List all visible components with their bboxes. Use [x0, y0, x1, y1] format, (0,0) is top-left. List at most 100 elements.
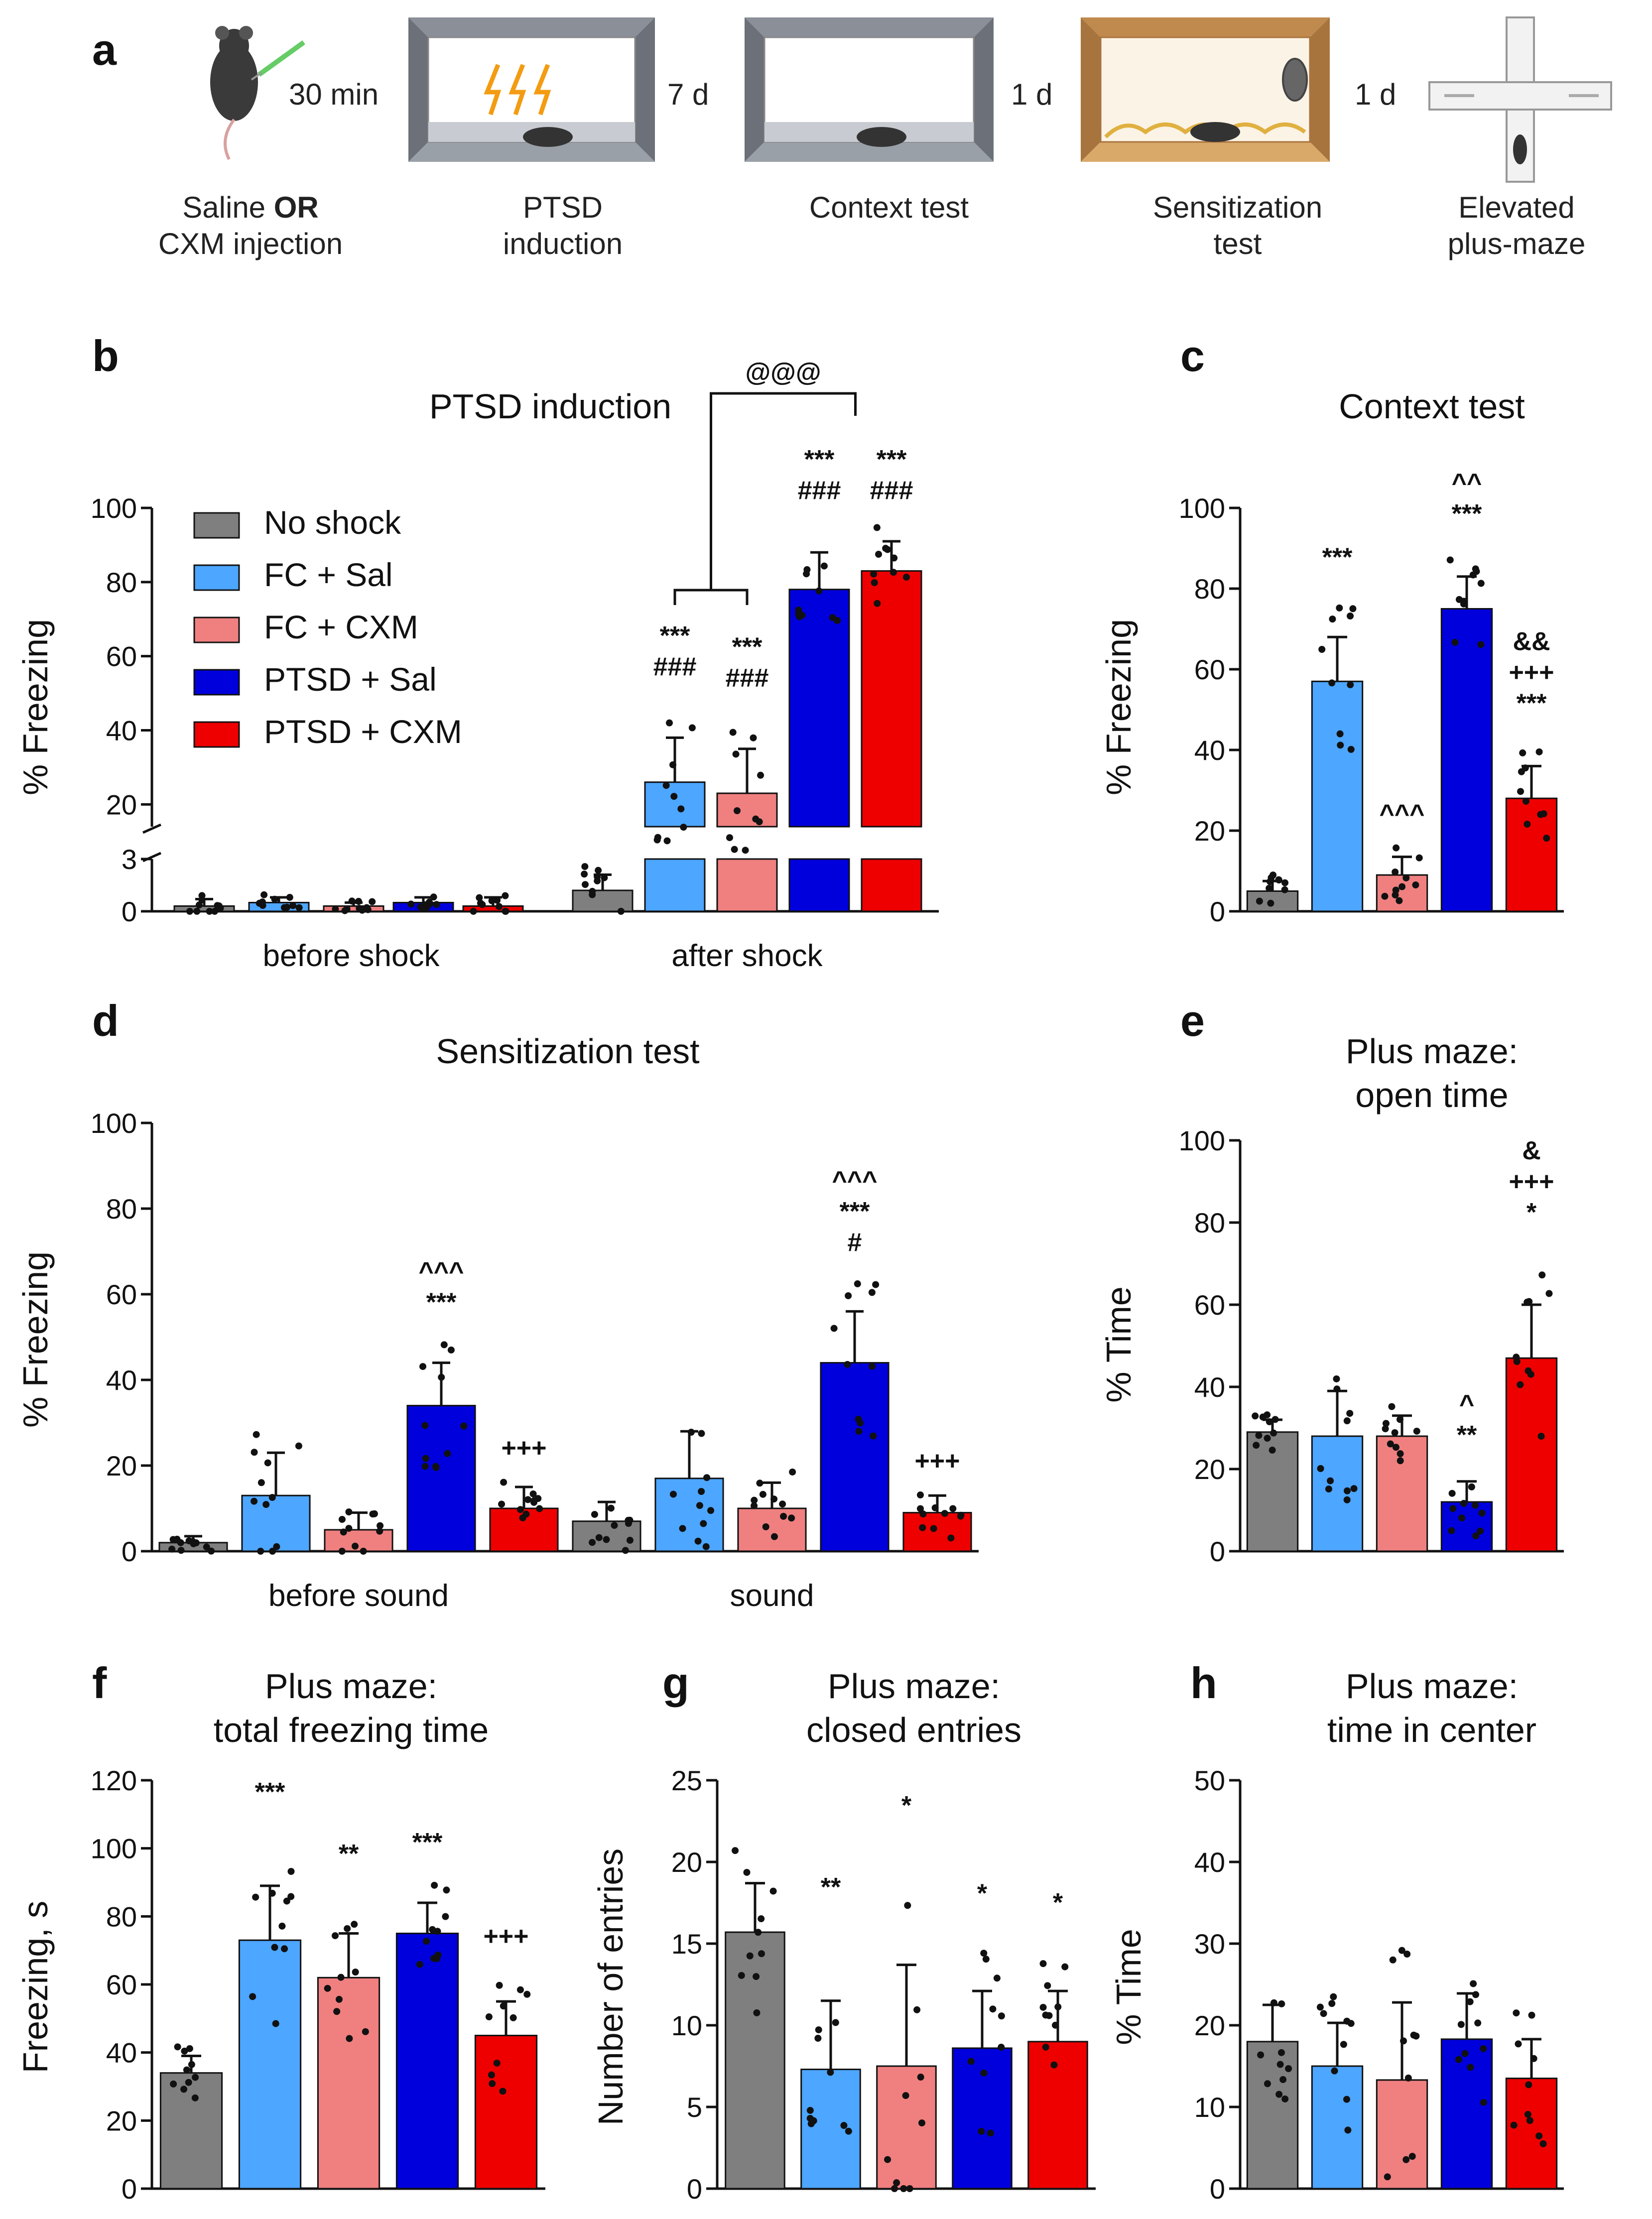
data-point [1347, 613, 1354, 620]
data-point [338, 1516, 346, 1523]
panel-letter-b: b [92, 331, 119, 380]
comparison-bracket-fc [673, 589, 749, 605]
y-tick-label: 100 [91, 1833, 137, 1864]
data-point [1051, 2021, 1059, 2029]
data-point [470, 908, 477, 915]
data-point [1396, 897, 1403, 904]
data-point [1276, 2061, 1284, 2068]
data-point [523, 1990, 531, 1998]
data-point [707, 1507, 715, 1514]
data-point [493, 2059, 501, 2067]
data-point [341, 907, 349, 914]
data-point [346, 2035, 353, 2042]
data-point [1384, 2173, 1391, 2181]
x-category-label: before shock [263, 939, 440, 973]
data-point [758, 1950, 765, 1958]
data-point [485, 2013, 493, 2021]
data-point [191, 2094, 199, 2101]
panel-letter-c: c [1180, 331, 1205, 380]
data-point [1477, 1527, 1484, 1535]
data-point [1264, 2080, 1271, 2088]
data-point [759, 1490, 766, 1498]
data-point [743, 1868, 751, 1876]
data-point [1397, 1457, 1404, 1465]
data-point [581, 863, 589, 870]
significance-label: *** [426, 1288, 457, 1317]
bar-fc-cxm [317, 1976, 381, 2190]
data-point [902, 2092, 909, 2099]
data-point [1349, 605, 1357, 613]
data-point [829, 614, 836, 621]
y-tick-label: 20 [106, 2105, 137, 2136]
data-point [188, 2061, 195, 2068]
data-point [422, 1455, 429, 1462]
data-point [1457, 2021, 1465, 2028]
y-tick-label: 100 [91, 493, 137, 524]
bar-ptsd-cxm [1505, 797, 1558, 912]
data-point [1344, 1487, 1351, 1494]
data-point [331, 1932, 339, 1940]
bar-fc-cxm [737, 1507, 807, 1552]
data-point [726, 834, 733, 842]
legend-swatch [193, 616, 240, 643]
step-label-sensitization: Sensitization [1153, 191, 1322, 224]
data-point [1524, 2110, 1531, 2118]
data-point [1537, 1433, 1545, 1440]
data-point [1278, 2000, 1285, 2007]
significance-label: ^^^ [418, 1257, 464, 1286]
data-point [1275, 876, 1282, 884]
data-point [536, 1505, 543, 1512]
data-point [1393, 844, 1400, 852]
data-point [1042, 2043, 1049, 2051]
data-point [1266, 884, 1273, 892]
data-point [351, 1921, 358, 1928]
data-point [1318, 646, 1326, 653]
legend-swatch [193, 564, 240, 591]
y-tick-label: 60 [106, 1279, 137, 1310]
panel-letter-f: f [92, 1658, 107, 1708]
data-point [679, 1525, 686, 1532]
significance-label: +++ [483, 1922, 528, 1951]
bar-ptsd-cxm [474, 2035, 538, 2190]
data-point [1545, 1290, 1553, 1297]
data-point [980, 2069, 988, 2077]
bar-ptsd-sal [788, 858, 850, 912]
data-point [1467, 2064, 1474, 2071]
data-point [522, 1510, 530, 1518]
legend-entry: FC + CXM [264, 609, 418, 645]
bar-fc-cxm [876, 2065, 937, 2190]
data-point [1402, 874, 1410, 881]
step-label-injection-2: CXM injection [158, 227, 343, 260]
data-point [622, 1547, 629, 1554]
step-label-injection: Saline OR [182, 191, 318, 224]
data-point [1517, 788, 1525, 795]
data-point [731, 846, 738, 853]
data-point [670, 793, 678, 800]
data-point [269, 1548, 276, 1555]
y-axis-label: Freezing, s [16, 1901, 55, 2073]
data-point [442, 1913, 449, 1920]
y-tick-label: 100 [1179, 1125, 1225, 1156]
data-point [814, 2035, 822, 2042]
data-point [488, 2071, 495, 2079]
data-point [1266, 878, 1273, 885]
chart-title: Context test [1339, 387, 1525, 426]
y-axis-label: % Freezing [16, 619, 55, 795]
bar-no-shock [725, 1931, 785, 2190]
data-point [882, 545, 890, 552]
significance-label: ^^^ [832, 1166, 877, 1195]
data-point [416, 1961, 423, 1968]
significance-label: ^^^ [1379, 800, 1424, 829]
comparison-bracket-link [710, 392, 857, 590]
data-point [369, 1510, 377, 1518]
y-tick-label: 60 [1194, 654, 1225, 685]
bar-no-shock [1246, 2041, 1299, 2190]
data-point [479, 901, 486, 908]
data-point [1402, 2156, 1410, 2163]
data-point [1343, 2096, 1351, 2103]
data-point [734, 807, 741, 814]
data-point [376, 1527, 383, 1535]
significance-label: ** [821, 1873, 841, 1902]
data-point [1320, 2010, 1327, 2017]
chart-title-2: open time [1355, 1076, 1508, 1114]
